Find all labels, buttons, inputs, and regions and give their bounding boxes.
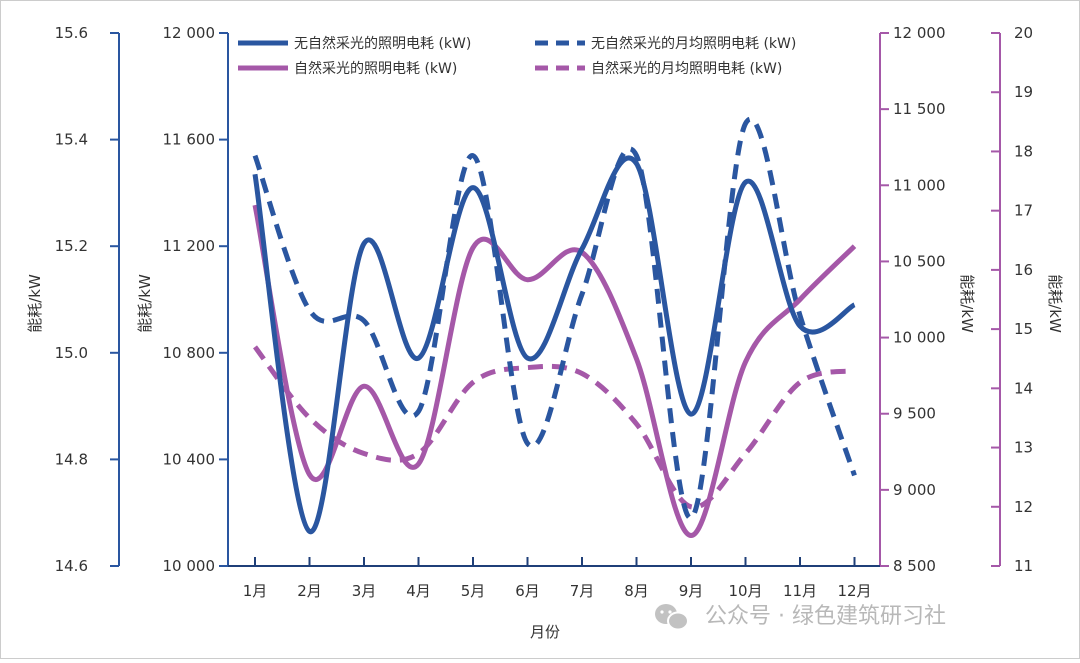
series-lines	[252, 117, 857, 539]
y_outer_left-tick-label: 14.8	[55, 450, 88, 468]
y_outer_left-title: 能耗/kW	[26, 274, 44, 333]
y_outer_right-tick-label: 15	[1014, 320, 1033, 338]
wechat-icon	[655, 604, 689, 631]
y_inner_right-tick-label: 9 000	[893, 481, 936, 499]
x-tick-label: 10月	[728, 582, 762, 600]
x-tick-label: 12月	[837, 582, 871, 600]
watermark-text: 公众号 · 绿色建筑研习社	[705, 604, 946, 629]
y_outer_right-tick-label: 18	[1014, 142, 1033, 160]
legend-label-2: 无自然采光的月均照明电耗 (kW)	[591, 35, 796, 52]
y_inner_left-tick-label: 10 800	[163, 344, 216, 362]
y_outer_right-tick-label: 20	[1014, 24, 1033, 42]
y_inner_right-tick-label: 11 000	[893, 176, 946, 194]
x-tick-label: 8月	[624, 582, 649, 600]
x-tick-label: 1月	[243, 582, 268, 600]
y_outer_left-tick-label: 15.6	[55, 24, 88, 42]
x-tick-label: 3月	[352, 582, 377, 600]
x-tick-label: 5月	[461, 582, 486, 600]
axes: 14.6 14.8 15.0 15.2 15.4 15.6 能耗/kW 10 000 10 40…	[26, 24, 1064, 641]
watermark: 公众号 · 绿色建筑研习社	[655, 604, 946, 631]
y_outer_right-tick-label: 14	[1014, 379, 1033, 397]
y_outer_right-tick-label: 16	[1014, 261, 1033, 279]
x-tick-label: 4月	[406, 582, 431, 600]
y_outer_left-tick-label: 15.0	[55, 344, 88, 362]
x-tick-label: 7月	[570, 582, 595, 600]
y_inner_left-tick-label: 10 400	[163, 450, 216, 468]
y_inner_left-tick-label: 12 000	[163, 24, 216, 42]
y_inner_right-tick-label: 10 500	[893, 252, 946, 270]
y_inner_right-tick-label: 11 500	[893, 100, 946, 118]
x-axis-title: 月份	[530, 623, 560, 641]
legend-label-3: 自然采光的照明电耗 (kW)	[294, 60, 457, 77]
y_outer_right-tick-label: 17	[1014, 202, 1033, 220]
y_outer_left-tick-label: 15.4	[55, 131, 88, 149]
y_outer_right-tick-label: 13	[1014, 439, 1033, 457]
y_outer_left-tick-label: 15.2	[55, 237, 88, 255]
y_outer_right-tick-label: 11	[1014, 557, 1033, 575]
y_inner_right-title: 能耗/kW	[958, 274, 976, 333]
y_outer_left-tick-label: 14.6	[55, 557, 88, 575]
y_inner_right-tick-label: 9 500	[893, 405, 936, 423]
y_inner_left-tick-label: 10 000	[163, 557, 216, 575]
series-line-2	[252, 117, 857, 521]
y_inner_right-tick-label: 8 500	[893, 557, 936, 575]
series-line-3	[252, 204, 857, 539]
x-tick-label: 9月	[679, 582, 704, 600]
legend-label-1: 无自然采光的照明电耗 (kW)	[294, 35, 471, 52]
legend-label-4: 自然采光的月均照明电耗 (kW)	[591, 60, 782, 77]
x-tick-label: 11月	[783, 582, 817, 600]
x-tick-label: 2月	[297, 582, 322, 600]
y_inner_right-tick-label: 12 000	[893, 24, 946, 42]
series-line-4	[253, 345, 856, 510]
y_inner_left-tick-label: 11 200	[163, 237, 216, 255]
y_outer_right-tick-label: 19	[1014, 83, 1033, 101]
x-tick-label: 6月	[515, 582, 540, 600]
y_inner_left-title: 能耗/kW	[136, 274, 154, 333]
y_inner_right-tick-label: 10 000	[893, 329, 946, 347]
y_outer_right-title: 能耗/kW	[1046, 274, 1064, 333]
y_inner_left-tick-label: 11 600	[163, 131, 216, 149]
series-line-1	[252, 155, 856, 534]
y_outer_right-tick-label: 12	[1014, 498, 1033, 516]
legend: 无自然采光的照明电耗 (kW) 无自然采光的月均照明电耗 (kW) 自然采光的照明电…	[238, 35, 796, 77]
